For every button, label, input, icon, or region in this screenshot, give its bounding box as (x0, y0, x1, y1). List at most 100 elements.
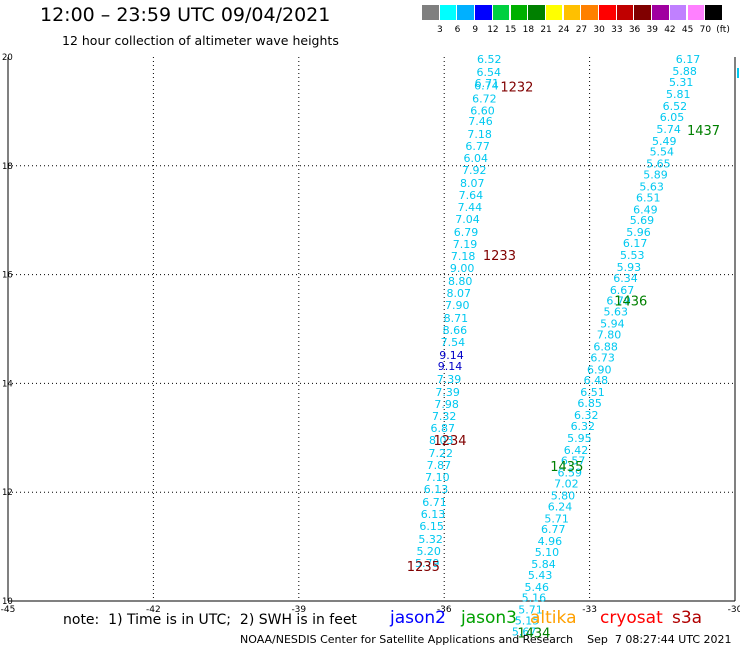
scale-swatch (581, 5, 598, 20)
wave-height-value: 6.51 (580, 386, 605, 399)
satellite-legend-jason2: jason2 (390, 608, 446, 628)
scale-swatch (545, 5, 563, 20)
units-note: note: 1) Time is in UTC; 2) SWH is in fe… (63, 612, 357, 628)
wave-height-value: 6.71 (422, 496, 447, 509)
wave-height-value: 5.20 (416, 545, 441, 558)
wave-height-value: 5.93 (617, 261, 642, 274)
scale-swatch (687, 5, 704, 20)
wave-height-value: 6.32 (571, 420, 596, 433)
wave-height-value: 6.79 (454, 226, 479, 239)
scale-label: 30 (593, 25, 605, 35)
wave-height-value: 7.80 (597, 328, 622, 341)
scale-label: 24 (558, 25, 570, 35)
wave-height-value: 6.73 (590, 351, 615, 364)
wave-height-value: 7.90 (445, 299, 470, 312)
wave-height-value: 5.79 (415, 557, 440, 570)
satellite-legend-altika: altika (530, 608, 577, 628)
wave-height-value: 7.22 (429, 447, 454, 460)
wave-height-value: 6.87 (430, 422, 455, 435)
wave-height-value: 7.98 (434, 398, 459, 411)
wave-height-value: 7.64 (459, 189, 484, 202)
wave-height-value: 5.15 (515, 615, 540, 628)
wave-height-value: 8.03 (429, 434, 454, 447)
wave-height-value: 5.95 (567, 432, 592, 445)
longitude-tick-label: -33 (582, 605, 597, 615)
scale-label: 36 (628, 25, 641, 35)
wave-height-value: 6.34 (613, 272, 638, 285)
wave-height-value: 6.13 (424, 483, 449, 496)
wave-height-value: 8.66 (443, 324, 468, 337)
scale-swatch (439, 5, 457, 20)
wave-height-value: 5.67 (512, 625, 537, 638)
longitude-tick-label: -45 (1, 605, 16, 615)
scale-swatch (669, 5, 687, 20)
latitude-tick-label: 10 (2, 597, 13, 607)
satellite-legend-cryosat: cryosat (600, 608, 663, 628)
wave-height-value: 9.00 (450, 262, 475, 275)
wave-height-value: 5.80 (551, 489, 576, 502)
satellite-legend-s3a: s3a (672, 608, 703, 628)
figure-title: 12:00 – 23:59 UTC 09/04/2021 (40, 4, 331, 26)
scale-label: 18 (522, 25, 535, 35)
scale-swatch (510, 5, 527, 20)
wave-height-value: 7.04 (455, 213, 480, 226)
wave-height-value: 7.18 (467, 128, 492, 141)
satellite-legend-jason3: jason3 (461, 608, 517, 628)
wave-height-value: 5.69 (630, 214, 655, 227)
wave-height-value: 6.17 (623, 237, 648, 250)
wave-height-value: 5.63 (604, 306, 629, 319)
scale-swatch (492, 5, 510, 20)
wave-height-value: 4.96 (538, 535, 563, 548)
wave-height-value: 6.52 (663, 100, 688, 113)
wave-height-value: 5.96 (626, 226, 651, 239)
wave-height-value: 8.07 (460, 177, 485, 190)
scale-swatch (634, 5, 651, 20)
wave-height-value: 5.54 (650, 146, 675, 159)
scale-label: 6 (454, 25, 461, 35)
scale-label: 15 (504, 25, 517, 35)
wave-height-value: 6.57 (561, 455, 586, 468)
wave-height-value: 7.92 (462, 164, 487, 177)
wave-height-value: 5.71 (518, 604, 543, 617)
scale-swatch (652, 5, 669, 20)
wave-height-value: 5.84 (531, 558, 556, 571)
wave-height-value: 5.71 (544, 512, 569, 525)
wave-height-value: 6.04 (463, 152, 488, 165)
pass-time-label: 1232 (500, 80, 533, 95)
wave-height-value: 5.81 (666, 88, 691, 101)
wave-height-value: 6.54 (477, 66, 502, 79)
scale-label: 21 (540, 25, 552, 35)
wave-height-value: 6.48 (584, 374, 609, 387)
wave-height-value: 6.72 (472, 92, 497, 105)
wave-height-value: 5.46 (525, 581, 550, 594)
wave-height-value: 7.39 (437, 373, 462, 386)
longitude-tick-label: -39 (291, 605, 306, 615)
scale-swatch (475, 5, 492, 20)
wave-height-value: 7.54 (441, 336, 466, 349)
wave-height-value: 9.14 (439, 349, 464, 362)
pass-time-label: 1234 (433, 434, 466, 449)
wave-height-value: 5.43 (528, 569, 553, 582)
pass-time-label: 1233 (483, 249, 516, 264)
scale-label: 33 (611, 25, 623, 35)
scale-label: (ft) (716, 25, 730, 35)
wave-height-value: 5.32 (418, 533, 443, 546)
wave-height-value: 6.13 (421, 508, 446, 521)
wave-height-value: 6.17 (676, 53, 701, 66)
scale-swatch (422, 5, 439, 20)
wave-height-value: 6.32 (574, 409, 599, 422)
latitude-tick-label: 20 (2, 53, 13, 63)
longitude-tick-label: -36 (437, 605, 452, 615)
wave-height-value: 5.65 (646, 158, 671, 171)
wave-height-value: 5.53 (620, 249, 645, 262)
wave-height-value: 7.19 (453, 238, 478, 251)
credit-footer: NOAA/NESDIS Center for Satellite Applica… (240, 633, 732, 646)
scale-label: 3 (436, 25, 443, 35)
latitude-tick-label: 16 (2, 271, 13, 281)
pass-time-label: 1437 (687, 124, 720, 139)
wave-height-value: 6.49 (633, 203, 658, 216)
wave-height-value: 5.10 (535, 546, 560, 559)
scale-label: 70 (699, 25, 712, 35)
